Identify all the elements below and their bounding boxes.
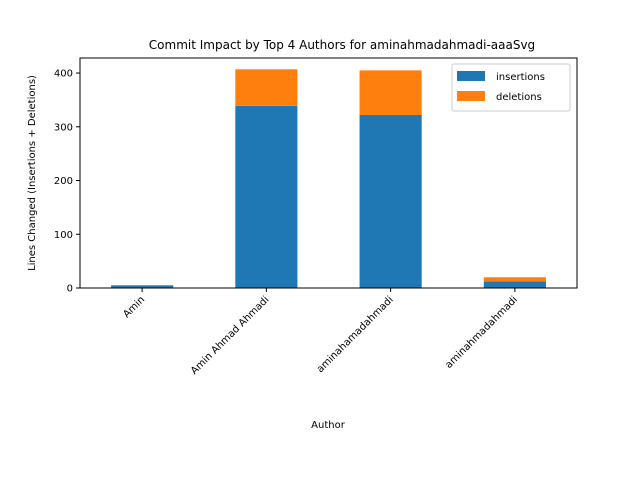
legend-swatch-insertions [457,71,485,81]
legend-label-insertions: insertions [496,72,545,83]
y-tick-label: 300 [54,122,73,133]
bar-insertions-0 [111,285,174,288]
x-axis-label: Author [311,420,346,431]
y-tick-label: 400 [54,69,73,80]
y-axis: 0 100 200 300 400 [54,69,80,295]
y-tick-label: 100 [54,230,73,241]
bar-deletions-2 [359,70,422,115]
y-axis-label: Lines Changed (Insertions + Deletions) [27,75,38,271]
chart-title: Commit Impact by Top 4 Authors for amina… [149,38,535,52]
bar-insertions-1 [235,105,298,288]
legend-label-deletions: deletions [496,92,542,103]
legend: insertions deletions [451,63,571,112]
y-tick-label: 200 [54,176,73,187]
bar-deletions-1 [235,69,298,106]
bar-deletions-3 [483,277,546,282]
bar-insertions-2 [359,114,422,288]
plot-frame [79,57,578,289]
legend-swatch-deletions [457,91,485,101]
bar-insertions-3 [483,281,546,288]
y-tick-label: 0 [67,284,73,295]
bars-group [111,69,546,288]
